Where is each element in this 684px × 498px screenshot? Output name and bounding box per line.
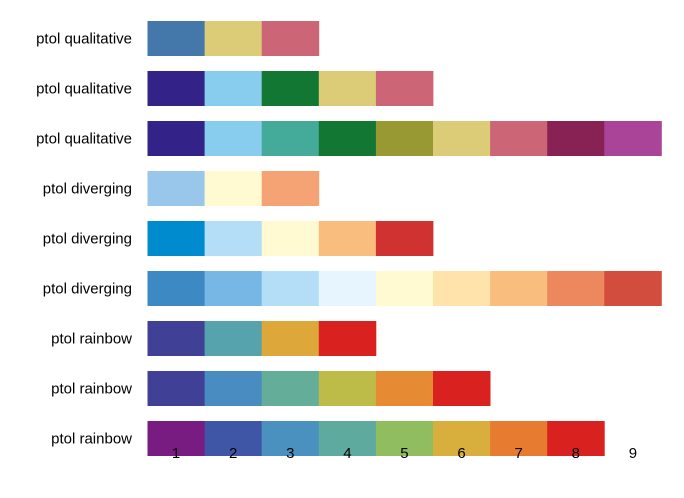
color-swatch-bar bbox=[375, 271, 434, 306]
bars-layer bbox=[147, 21, 662, 456]
color-swatch-bar bbox=[147, 221, 205, 256]
x-tick-label: 1 bbox=[172, 445, 180, 462]
color-swatch-bar bbox=[261, 421, 320, 456]
color-swatch-bar bbox=[204, 171, 263, 206]
x-tick-label: 2 bbox=[229, 445, 237, 462]
row-label: ptol qualitative bbox=[36, 31, 132, 48]
row-labels: ptol qualitative ptol qualitative ptol qua… bbox=[36, 31, 132, 448]
color-swatch-bar bbox=[147, 421, 205, 456]
color-swatch-bar bbox=[204, 121, 263, 156]
color-swatch-bar bbox=[204, 271, 263, 306]
color-swatch-bar bbox=[147, 21, 205, 56]
color-swatch-bar bbox=[375, 121, 434, 156]
color-swatch-bar bbox=[375, 71, 434, 106]
color-swatch-bar bbox=[433, 421, 491, 456]
color-swatch-bar bbox=[547, 121, 605, 156]
color-swatch-bar bbox=[147, 371, 205, 406]
color-swatch-bar bbox=[318, 271, 377, 306]
color-swatch-bar bbox=[604, 271, 662, 306]
color-swatch-bar bbox=[261, 171, 320, 206]
color-swatch-bar bbox=[204, 71, 263, 106]
color-swatch-bar bbox=[375, 371, 434, 406]
row-label: ptol diverging bbox=[43, 231, 132, 248]
row-label: ptol diverging bbox=[43, 181, 132, 198]
row-label: ptol rainbow bbox=[51, 381, 132, 398]
row-label: ptol rainbow bbox=[51, 331, 132, 348]
row-label: ptol diverging bbox=[43, 281, 132, 298]
color-swatch-bar bbox=[318, 371, 377, 406]
color-swatch-bar bbox=[204, 421, 263, 456]
color-swatch-bar bbox=[433, 121, 491, 156]
x-tick-label: 4 bbox=[343, 445, 351, 462]
color-swatch-bar bbox=[433, 271, 491, 306]
color-swatch-bar bbox=[490, 121, 548, 156]
x-tick-label: 3 bbox=[286, 445, 294, 462]
color-swatch-bar bbox=[547, 421, 605, 456]
x-tick-label: 7 bbox=[515, 445, 523, 462]
x-tick-label: 8 bbox=[572, 445, 580, 462]
color-swatch-bar bbox=[261, 271, 320, 306]
color-swatch-bar bbox=[261, 121, 320, 156]
color-swatch-bar bbox=[318, 321, 377, 356]
color-swatch-bar bbox=[261, 321, 320, 356]
color-swatch-bar bbox=[604, 121, 662, 156]
row-label: ptol qualitative bbox=[36, 131, 132, 148]
color-swatch-bar bbox=[318, 421, 377, 456]
x-tick-label: 9 bbox=[629, 445, 637, 462]
color-swatch-bar bbox=[261, 21, 320, 56]
row-label: ptol qualitative bbox=[36, 81, 132, 98]
x-axis-tick-labels: 1 2 3 4 5 6 7 8 9 bbox=[172, 445, 637, 462]
color-swatch-bar bbox=[433, 371, 491, 406]
color-swatch-bar bbox=[261, 371, 320, 406]
color-swatch-bar bbox=[261, 221, 320, 256]
color-swatch-bar bbox=[375, 421, 434, 456]
color-swatch-bar bbox=[261, 71, 320, 106]
x-tick-label: 6 bbox=[457, 445, 465, 462]
color-swatch-bar bbox=[147, 121, 205, 156]
x-tick-label: 5 bbox=[400, 445, 408, 462]
color-swatch-bar bbox=[204, 321, 263, 356]
row-label: ptol rainbow bbox=[51, 431, 132, 448]
color-swatch-bar bbox=[204, 221, 263, 256]
color-swatch-bar bbox=[147, 171, 205, 206]
color-swatch-bar bbox=[204, 21, 263, 56]
color-swatch-bar bbox=[490, 271, 548, 306]
color-swatch-bar bbox=[147, 271, 205, 306]
color-swatch-bar bbox=[318, 221, 377, 256]
color-swatch-bar bbox=[490, 421, 548, 456]
color-swatch-bar bbox=[147, 321, 205, 356]
color-swatch-bar bbox=[318, 121, 377, 156]
color-swatch-bar bbox=[547, 271, 605, 306]
color-swatch-bar bbox=[147, 71, 205, 106]
color-swatch-bar bbox=[204, 371, 263, 406]
color-swatch-bar bbox=[318, 71, 377, 106]
color-swatch-bar bbox=[375, 221, 434, 256]
